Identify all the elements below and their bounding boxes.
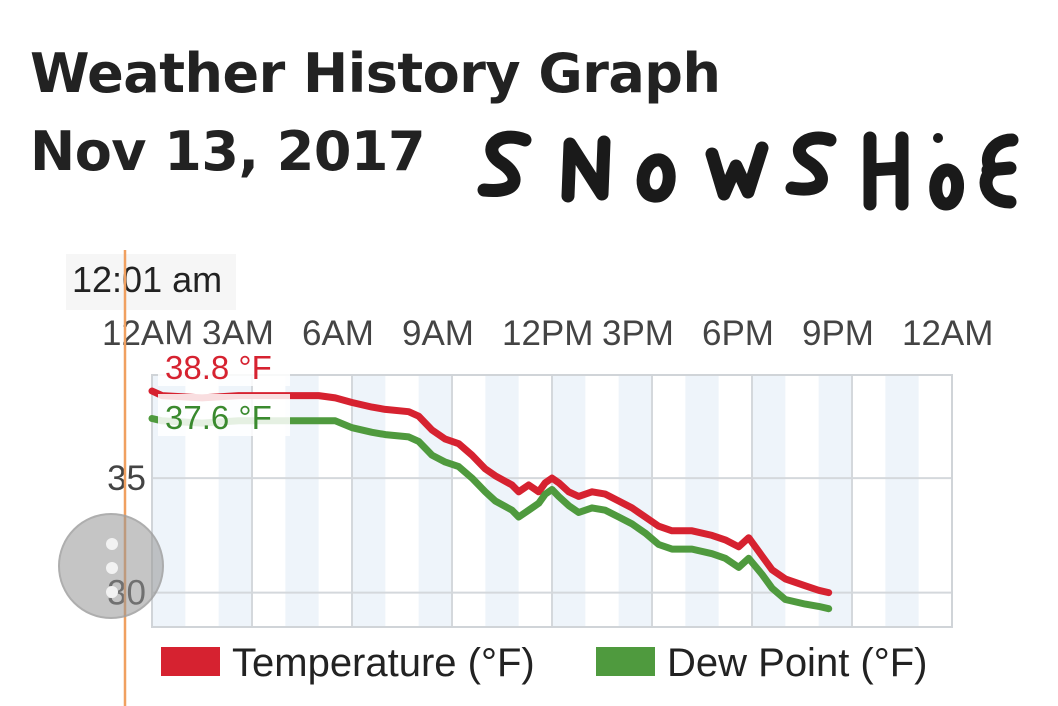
hour-band (818, 375, 852, 627)
handwritten-annotation (477, 130, 1019, 211)
crosshair-time-bg (66, 254, 236, 310)
vertical-dots-icon-middle (106, 562, 118, 574)
legend-label-dew-point: Dew Point (°F) (667, 641, 928, 685)
x-tick-label: 12PM (502, 314, 593, 353)
hour-band (285, 375, 319, 627)
letter-h (863, 131, 909, 211)
hour-band (352, 375, 386, 627)
legend-swatch-dew-point (596, 647, 655, 676)
chart-date: Nov 13, 2017 (30, 120, 426, 183)
temperature-series-line (148, 387, 833, 597)
x-tick-label: 6PM (702, 314, 774, 353)
letter-s (477, 130, 532, 198)
vertical-dots-icon-bottom (106, 586, 118, 598)
legend-swatch-temperature (161, 647, 220, 676)
tooltip-dew-bg (158, 394, 290, 436)
legend: Temperature (°F) Dew Point (°F) (161, 641, 928, 685)
page-title: Weather History Graph (30, 42, 721, 105)
letter-s2 (785, 131, 837, 196)
tooltip-dew-point: 37.6 °F (165, 399, 272, 436)
x-tick-label: 6AM (302, 314, 374, 353)
letter-n (561, 135, 611, 203)
vertical-dots-icon (106, 538, 118, 550)
x-tick-label: 12AM (902, 314, 993, 353)
x-tick-label: 9AM (402, 314, 474, 353)
letter-w (705, 141, 769, 201)
tooltip-temp-bg (158, 344, 290, 386)
crosshair[interactable]: 12:01 am (66, 250, 236, 706)
x-tick-label: 9PM (802, 314, 874, 353)
letter-dot (933, 133, 943, 143)
menu-button[interactable] (58, 513, 164, 619)
value-tooltip: 38.8 °F 37.6 °F (158, 344, 290, 436)
x-tick-label: 3PM (602, 314, 674, 353)
hour-band (418, 375, 452, 627)
hour-band (885, 375, 919, 627)
tooltip-temperature: 38.8 °F (165, 349, 272, 386)
letter-o (636, 153, 676, 203)
plot-frame (151, 374, 953, 628)
letter-e (979, 133, 1019, 209)
letter-o2 (929, 163, 964, 211)
crosshair-time-label: 12:01 am (72, 259, 222, 300)
y-tick-label: 35 (107, 459, 146, 498)
dew-point-series-line (148, 415, 833, 613)
legend-label-temperature: Temperature (°F) (232, 641, 535, 685)
hour-band (685, 375, 719, 627)
